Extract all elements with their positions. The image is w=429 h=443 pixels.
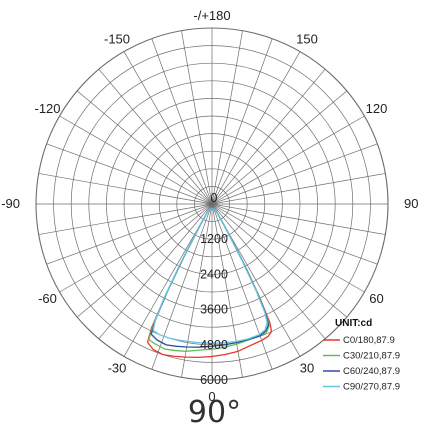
angle-label: 150 — [296, 32, 318, 47]
radial-tick-label: 6000 — [200, 373, 228, 387]
angle-label: -60 — [38, 291, 57, 306]
grid-spoke — [59, 203, 213, 293]
legend-label: C60/240,87.9 — [343, 366, 400, 377]
grid-spoke — [211, 30, 243, 205]
angle-label: 60 — [369, 291, 383, 306]
grid-spoke — [211, 203, 348, 318]
angle-label: -150 — [104, 32, 130, 47]
grid-spoke — [211, 143, 378, 205]
grid-spoke — [211, 115, 365, 205]
radial-tick-label: 3600 — [200, 303, 228, 317]
grid-spoke — [98, 68, 213, 205]
grid-spoke — [211, 203, 326, 340]
grid-spoke — [211, 68, 326, 205]
grid-spoke — [211, 173, 386, 205]
grid-spoke — [211, 203, 378, 265]
grid-spoke — [181, 203, 213, 378]
grid-spoke — [211, 90, 348, 205]
legend-label: C30/210,87.9 — [343, 351, 400, 362]
grid-spoke — [46, 143, 213, 205]
grid-spoke — [181, 30, 213, 205]
grid-spoke — [211, 38, 273, 205]
angle-label: 30 — [300, 361, 314, 376]
intensity-curves — [146, 208, 273, 359]
legend: UNIT:cd C0/180,87.9 C30/210,87.9 C60/240,8… — [323, 318, 400, 393]
grid-spoke — [38, 203, 213, 235]
grid-spoke — [123, 51, 213, 205]
angle-label: -30 — [108, 361, 127, 376]
angle-labels: -/+180 150 -150 120 -120 90 -90 60 -60 30 -30 0 — [1, 8, 418, 404]
grid-spoke — [151, 38, 213, 205]
legend-label: C90/270,87.9 — [343, 382, 400, 393]
grid-spoke — [211, 203, 273, 370]
grid-spoke — [211, 51, 301, 205]
grid-spoke — [38, 173, 213, 205]
grid-spoke — [211, 203, 386, 235]
series-curve-4 — [152, 208, 268, 344]
beam-angle-label: 90° — [187, 395, 242, 430]
angle-label: -/+180 — [193, 8, 230, 23]
unit-label: UNIT:cd — [335, 318, 372, 329]
radial-tick-label: 0 — [211, 191, 218, 205]
angle-label: 90 — [404, 196, 418, 211]
radial-tick-label: 1200 — [200, 232, 228, 246]
grid-spoke — [211, 203, 243, 378]
grid-spoke — [98, 203, 213, 340]
grid-spoke — [211, 203, 365, 293]
angle-label: 120 — [366, 101, 388, 116]
radial-tick-label: 2400 — [200, 267, 228, 281]
grid-spoke — [59, 115, 213, 205]
angle-label: 0 — [208, 389, 215, 404]
grid-spoke — [76, 90, 213, 205]
grid-spoke — [76, 203, 213, 318]
angle-label: -120 — [34, 101, 60, 116]
radial-tick-labels: 0 1200 2400 3600 4800 6000 — [200, 191, 228, 387]
polar-grid — [35, 27, 389, 381]
angle-label: -90 — [1, 196, 20, 211]
legend-label: C0/180,87.9 — [343, 335, 395, 346]
radial-tick-label: 4800 — [200, 338, 228, 352]
grid-spoke — [46, 203, 213, 265]
